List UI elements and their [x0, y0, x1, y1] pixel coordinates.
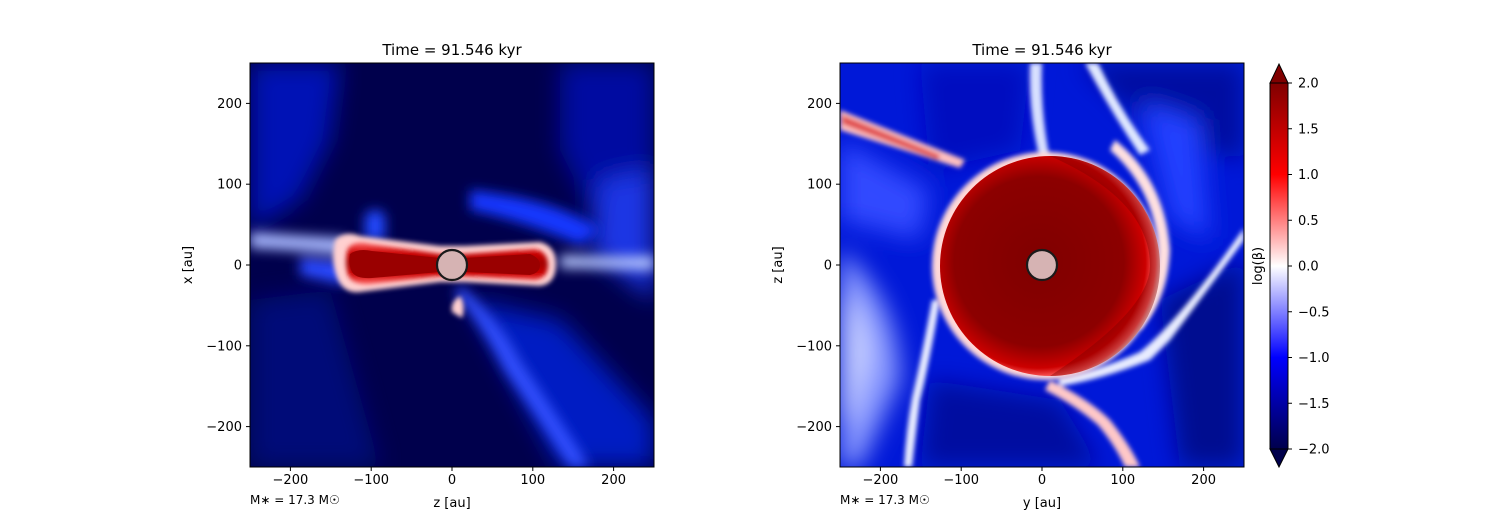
x-tick-label-1: −100	[353, 473, 389, 488]
mass-annotation-2: M∗ = 17.3 M☉	[840, 493, 930, 507]
y-tick-label-2: 200	[807, 97, 832, 112]
y-tick-label-1: 0	[234, 259, 242, 274]
y-axis-label-1: x [au]	[181, 246, 196, 284]
colorbar-tick-label: −2.0	[1298, 443, 1330, 458]
y-axis-label-2: z [au]	[771, 246, 786, 283]
x-tick-label-2: 0	[1038, 473, 1046, 488]
colorbar-tick-label: 0.5	[1298, 214, 1319, 229]
colorbar-tick-label: 2.0	[1298, 77, 1319, 92]
y-tick-label-2: 0	[824, 259, 832, 274]
colorbar-tick-label: 1.5	[1298, 122, 1319, 137]
x-tick-label-1: 100	[520, 473, 545, 488]
y-tick-label-2: −200	[796, 420, 832, 435]
colorbar-tick-label: −0.5	[1298, 305, 1330, 320]
heatmap-panel-2	[840, 63, 1244, 467]
y-tick-label-1: −200	[206, 420, 242, 435]
y-tick-label-1: 200	[217, 97, 242, 112]
x-axis-label-1: z [au]	[433, 496, 470, 511]
sink-particle-1	[435, 248, 469, 282]
x-tick-label-1: 200	[601, 473, 626, 488]
colorbar-extend-low	[1269, 448, 1289, 469]
x-tick-label-2: −200	[863, 473, 899, 488]
x-axis-label-2: y [au]	[1023, 496, 1061, 511]
colorbar	[1269, 62, 1289, 469]
x-tick-label-2: 100	[1110, 473, 1135, 488]
y-tick-label-2: −100	[796, 339, 832, 354]
colorbar-label: log(β)	[1251, 247, 1266, 285]
colorbar-tick-label: −1.5	[1298, 397, 1330, 412]
chart-elements: −200 −100 0 100 200 −200 −100 0 100 200 Time = 91.…	[181, 41, 1330, 511]
y-tick-label-2: 100	[807, 178, 832, 193]
y-tick-label-1: 100	[217, 178, 242, 193]
y-tick-label-1: −100	[206, 339, 242, 354]
colorbar-extend-high	[1269, 62, 1289, 84]
x-tick-label-1: 0	[448, 473, 456, 488]
colorbar-gradient	[1270, 83, 1288, 449]
mass-annotation-1: M∗ = 17.3 M☉	[250, 493, 340, 507]
colorbar-tick-label: 1.0	[1298, 168, 1319, 183]
colorbar-tick-label: 0.0	[1298, 260, 1319, 275]
x-tick-label-2: −100	[943, 473, 979, 488]
colorbar-tick-label: −1.0	[1298, 351, 1330, 366]
x-tick-label-1: −200	[273, 473, 309, 488]
x-tick-label-2: 200	[1191, 473, 1216, 488]
chart-title-2: Time = 91.546 kyr	[971, 41, 1112, 59]
chart-title-1: Time = 91.546 kyr	[381, 41, 522, 59]
sink-particle-2	[1025, 248, 1059, 282]
